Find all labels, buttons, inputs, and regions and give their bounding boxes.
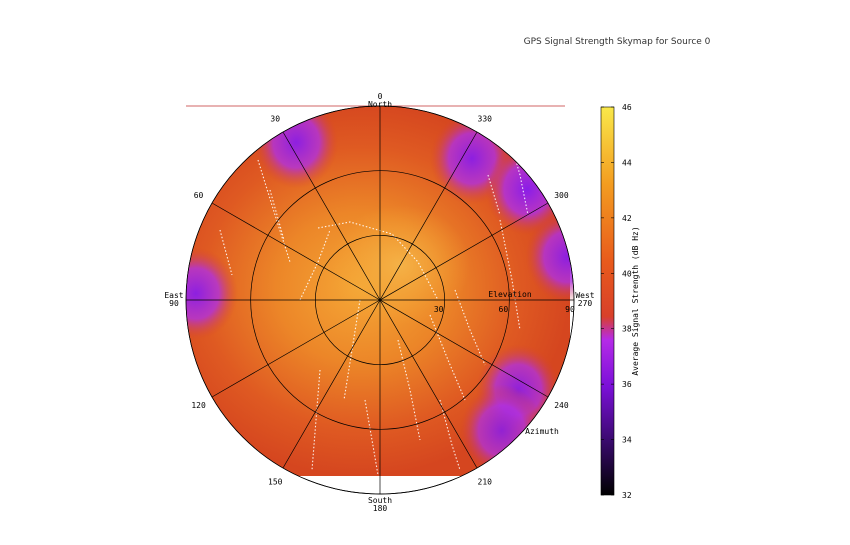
colorbar-tick-38: 38 — [622, 325, 632, 334]
satellite-track-11 — [219, 229, 233, 276]
azimuth-spoke-60 — [211, 202, 381, 301]
elevation-tick-90: 90 — [565, 305, 575, 314]
colorbar-gradient — [600, 106, 615, 496]
satellite-track-10 — [311, 369, 321, 471]
satellite-track-6 — [454, 289, 486, 366]
elevation-label: Elevation — [488, 290, 532, 299]
colorbar-tick-34: 34 — [622, 436, 632, 445]
azimuth-spoke-120 — [211, 299, 381, 398]
azimuth-tick-150: 150 — [268, 477, 283, 486]
satellite-tracks — [219, 139, 529, 476]
cardinal-deg-north: 0 — [378, 92, 383, 101]
azimuth-spoke-240 — [379, 299, 549, 398]
azimuth-spoke-330 — [379, 131, 478, 301]
colorbar-tick-42: 42 — [622, 214, 632, 223]
cardinal-deg-east: 90 — [169, 299, 179, 308]
heatmap-disk — [186, 106, 574, 477]
azimuth-tick-30: 30 — [270, 115, 280, 124]
colorbar-label: Average Signal Strength (dB Hz) — [631, 226, 640, 375]
azimuth-tick-210: 210 — [478, 477, 493, 486]
colorbar-ticks: 32 34 36 38 40 42 44 46 — [601, 103, 632, 500]
azimuth-tick-330: 330 — [478, 115, 493, 124]
cardinal-north: North — [368, 100, 392, 109]
colorbar-tick-46: 46 — [622, 103, 632, 112]
cardinal-deg-south: 180 — [373, 504, 388, 513]
elevation-tick-30: 30 — [434, 305, 444, 314]
satellite-track-14 — [364, 399, 379, 476]
azimuth-tick-240: 240 — [554, 401, 569, 410]
colorbar-tick-40: 40 — [622, 269, 632, 278]
azimuth-spoke-30 — [282, 131, 381, 301]
satellite-track-5 — [397, 339, 421, 441]
azimuth-spoke-300 — [379, 202, 549, 301]
satellite-track-1 — [269, 189, 285, 241]
cardinal-east: East — [164, 291, 183, 300]
cardinal-west: West — [575, 291, 594, 300]
satellite-track-2 — [317, 221, 439, 301]
elevation-tick-60: 60 — [499, 305, 509, 314]
colorbar-tick-32: 32 — [622, 491, 632, 500]
azimuth-tick-60: 60 — [194, 191, 204, 200]
satellite-track-8 — [509, 139, 529, 216]
hotspot-3 — [525, 210, 574, 303]
cardinal-deg-west: 270 — [578, 299, 593, 308]
azimuth-spoke-150 — [282, 299, 381, 469]
azimuth-tick-300: 300 — [554, 191, 569, 200]
chart-title: GPS Signal Strength Skymap for Source 0 — [524, 37, 711, 47]
satellite-track-3 — [299, 229, 331, 301]
cardinal-south: South — [368, 496, 392, 505]
satellite-track-9 — [439, 399, 461, 471]
colorbar-tick-44: 44 — [622, 158, 632, 167]
satellite-track-4 — [343, 299, 361, 401]
colorbar: 32 34 36 38 40 42 44 46 Average Signal Strength… — [600, 103, 640, 500]
hotspot-4 — [186, 247, 238, 340]
azimuth-spoke-210 — [379, 299, 478, 469]
polar-grid — [185, 105, 575, 495]
satellite-track-7 — [499, 219, 521, 331]
azimuth-label: Azimuth — [525, 427, 559, 436]
colorbar-tick-36: 36 — [622, 380, 632, 389]
azimuth-tick-120: 120 — [191, 401, 206, 410]
satellite-track-12 — [429, 314, 466, 401]
